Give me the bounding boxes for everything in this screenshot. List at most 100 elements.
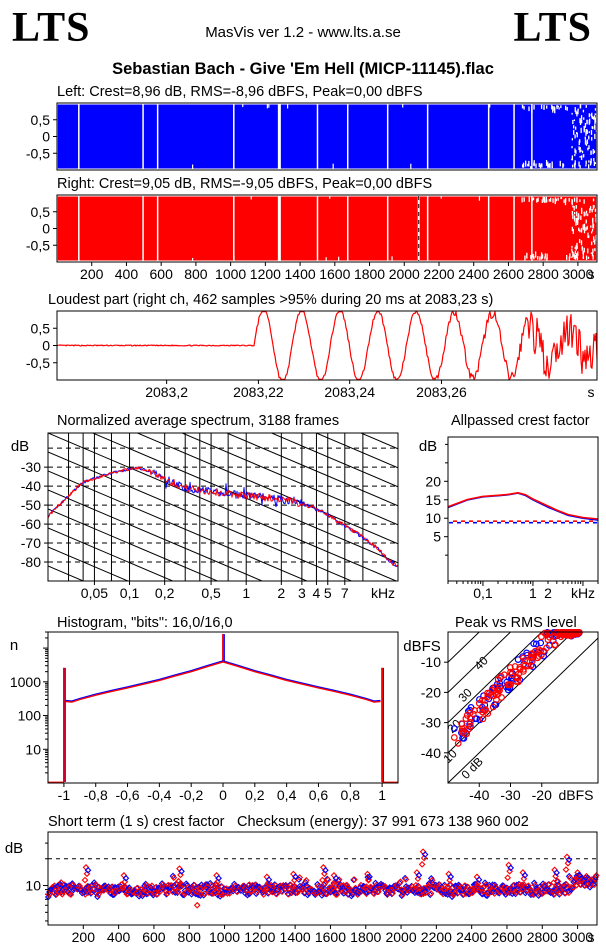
svg-text:4: 4 [313,585,321,601]
svg-text:0,2: 0,2 [245,787,265,803]
svg-text:2083,24: 2083,24 [324,384,375,400]
track-title: Sebastian Bach - Give 'Em Hell (MICP-111… [112,60,494,78]
svg-text:-0,5: -0,5 [26,145,50,161]
chart-spectrum: -30 -40 -50 -60 -70 -80 0,05 0,1 0,2 0,5 1 2 3 4 5 7 kHz… [11,432,399,601]
svg-text:2000: 2000 [389,266,420,282]
svg-text:0,5: 0,5 [201,585,221,601]
svg-text:-0,8: -0,8 [84,787,108,803]
svg-text:-10: -10 [421,654,441,670]
svg-text:-0,5: -0,5 [26,355,50,371]
svg-text:400: 400 [115,266,139,282]
svg-text:3: 3 [298,585,306,601]
svg-text:400: 400 [107,929,131,945]
svg-text:1000: 1000 [209,929,240,945]
histogram-title: Histogram, "bits": 16,0/16,0 [57,615,233,631]
spectrum-title: Normalized average spectrum, 3188 frames [57,413,340,429]
logo-left: LTS [12,5,91,51]
svg-text:600: 600 [150,266,174,282]
svg-text:1000: 1000 [10,674,41,690]
svg-text:-40: -40 [21,478,41,494]
svg-text:2800: 2800 [527,929,558,945]
svg-text:600: 600 [142,929,166,945]
svg-text:10: 10 [425,510,441,526]
svg-text:0 dB: 0 dB [458,754,485,781]
svg-text:2000: 2000 [385,929,416,945]
svg-text:-20: -20 [421,684,441,700]
svg-text:20: 20 [425,473,441,489]
svg-text:1600: 1600 [319,266,350,282]
svg-text:-70: -70 [21,535,41,551]
right-waveform-title: Right: Crest=9,05 dB, RMS=-9,05 dBFS, Pe… [57,176,433,192]
svg-text:30: 30 [455,685,475,705]
svg-text:s: s [588,266,595,282]
svg-text:2600: 2600 [493,266,524,282]
svg-text:40: 40 [471,653,491,673]
svg-text:800: 800 [178,929,202,945]
checksum-label: Checksum (energy): 37 991 673 138 960 00… [237,814,529,830]
svg-text:dBFS: dBFS [558,787,593,803]
svg-text:2: 2 [277,585,285,601]
svg-text:dB: dB [419,438,437,455]
svg-text:1200: 1200 [250,266,281,282]
svg-text:dB: dB [5,840,23,857]
svg-text:0,1: 0,1 [120,585,140,601]
svg-text:-80: -80 [21,554,41,570]
svg-text:-20: -20 [532,787,552,803]
svg-text:15: 15 [425,492,441,508]
svg-text:1600: 1600 [315,929,346,945]
svg-text:dBFS: dBFS [403,638,441,655]
svg-text:2200: 2200 [421,929,452,945]
svg-text:0: 0 [42,129,50,145]
svg-text:1000: 1000 [215,266,246,282]
svg-text:kHz: kHz [371,585,395,601]
chart-left-waveform: 0,50-0,5 [26,102,598,171]
svg-text:0,05: 0,05 [81,585,108,601]
svg-text:5: 5 [324,585,332,601]
svg-text:0,4: 0,4 [277,787,297,803]
svg-text:0: 0 [219,787,227,803]
svg-text:2600: 2600 [491,929,522,945]
svg-text:kHz: kHz [571,585,595,601]
svg-text:-0,4: -0,4 [147,787,171,803]
svg-text:1400: 1400 [280,929,311,945]
app-title: MasVis ver 1.2 - www.lts.a.se [205,24,401,41]
svg-text:-0,2: -0,2 [179,787,203,803]
svg-text:0,5: 0,5 [31,204,51,220]
peak-vs-rms-title: Peak vs RMS level [455,615,577,631]
svg-text:-30: -30 [421,715,441,731]
svg-text:-0,6: -0,6 [115,787,139,803]
svg-text:1: 1 [529,585,537,601]
svg-text:0,5: 0,5 [31,320,51,336]
svg-text:2400: 2400 [458,266,489,282]
svg-text:200: 200 [72,929,96,945]
chart-loudest-part: 0,5 0-0,5 2083,2 2083,22 2083,24 2083,26 s [26,310,598,400]
svg-text:800: 800 [184,266,208,282]
allpassed-title: Allpassed crest factor [451,413,590,429]
svg-text:0: 0 [42,221,50,237]
logo-right: LTS [513,5,592,51]
svg-text:s: s [588,384,595,400]
svg-text:1800: 1800 [354,266,385,282]
chart-short-term-crest: 10 dB 200 400 600 800 1000 1200 1400 1600 1800 2000… [5,831,600,945]
svg-text:1200: 1200 [244,929,275,945]
short-term-title: Short term (1 s) crest factor [48,814,225,830]
svg-text:0,6: 0,6 [309,787,329,803]
svg-text:0,1: 0,1 [473,585,493,601]
svg-text:n: n [10,637,18,654]
svg-text:2800: 2800 [528,266,559,282]
chart-right-waveform: 0,50-0,5 200 400 600 800 1000 1200 1400 1600 1800… [26,194,598,282]
svg-text:-60: -60 [21,516,41,532]
svg-text:2083,2: 2083,2 [145,384,188,400]
left-waveform-title: Left: Crest=8,96 dB, RMS=-8,96 dBFS, Pea… [57,84,423,100]
svg-text:s: s [588,929,595,945]
svg-text:1: 1 [378,787,386,803]
svg-text:1800: 1800 [350,929,381,945]
svg-text:1: 1 [242,585,250,601]
svg-text:2083,22: 2083,22 [233,384,284,400]
svg-text:1400: 1400 [285,266,316,282]
svg-text:2200: 2200 [423,266,454,282]
svg-text:-30: -30 [500,787,520,803]
